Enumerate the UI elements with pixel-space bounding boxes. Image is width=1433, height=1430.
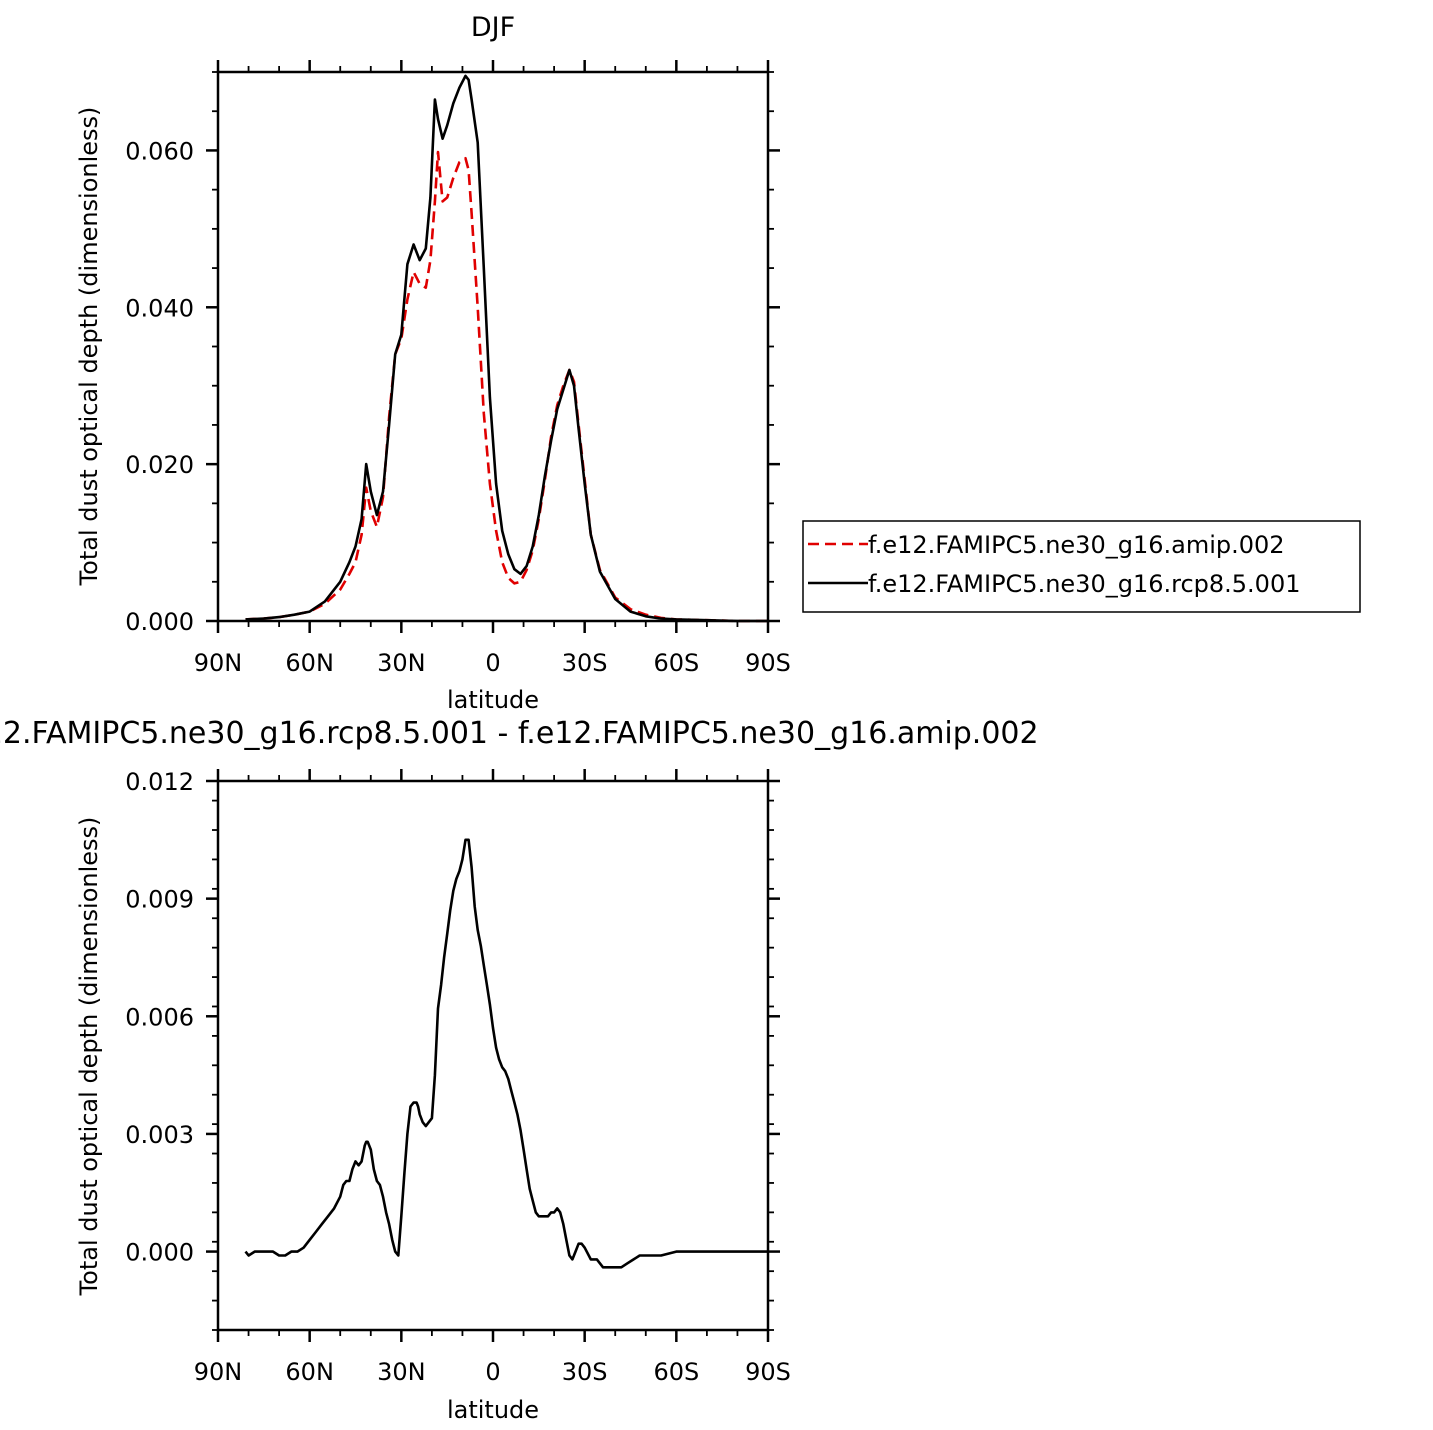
bottom-series-line-0 — [244, 838, 768, 1269]
bottom-panel: f.e12.FAMIPC5.ne30_g16.rcp8.5.001 - f.e1… — [0, 716, 1039, 1424]
x-tick-label: 30N — [377, 1358, 426, 1386]
top-plot-frame — [216, 70, 770, 623]
y-tick-label: 0.009 — [125, 886, 194, 914]
x-tick-label: 60N — [285, 1358, 334, 1386]
top-series-lines — [245, 74, 768, 623]
legend-box — [802, 520, 1361, 613]
top-axis-ticks — [206, 60, 780, 633]
legend-label-amip: f.e12.FAMIPC5.ne30_g16.amip.002 — [868, 531, 1285, 559]
legend-label-rcp: f.e12.FAMIPC5.ne30_g16.rcp8.5.001 — [868, 570, 1301, 598]
top-x-axis-label: latitude — [447, 686, 539, 714]
top-series-line-1 — [245, 74, 768, 623]
y-tick-label: 0.006 — [125, 1003, 194, 1031]
x-tick-label: 30S — [562, 649, 608, 677]
x-tick-label: 0 — [485, 649, 500, 677]
y-tick-label: 0.060 — [125, 137, 194, 165]
y-tick-label: 0.000 — [125, 608, 194, 636]
x-tick-label: 90S — [745, 1358, 791, 1386]
y-tick-label: 0.000 — [125, 1239, 194, 1267]
top-series-line-0 — [245, 150, 768, 623]
bottom-y-axis-label: Total dust optical depth (dimensionless) — [75, 817, 103, 1297]
y-tick-label: 0.003 — [125, 1121, 194, 1149]
bottom-axis-ticks — [206, 769, 780, 1342]
bottom-plot-frame — [216, 779, 770, 1332]
x-tick-label: 90N — [194, 649, 243, 677]
bottom-plot-title: f.e12.FAMIPC5.ne30_g16.rcp8.5.001 - f.e1… — [0, 716, 1039, 751]
x-tick-label: 0 — [485, 1358, 500, 1386]
y-tick-label: 0.040 — [125, 294, 194, 322]
x-tick-label: 60N — [285, 649, 334, 677]
x-tick-label: 30N — [377, 649, 426, 677]
top-tick-labels: 90N 60N 30N 0 30S 60S 90S 0.000 0.020 0.040 0.060 — [125, 137, 791, 677]
x-tick-label: 90N — [194, 1358, 243, 1386]
top-y-axis-label: Total dust optical depth (dimensionless) — [75, 107, 103, 587]
legend: f.e12.FAMIPC5.ne30_g16.amip.002 f.e12.FA… — [802, 520, 1361, 613]
top-panel: DJF Total dust optical depth (dimensionl… — [75, 12, 791, 714]
x-tick-label: 60S — [653, 649, 699, 677]
x-tick-label: 90S — [745, 649, 791, 677]
x-tick-label: 60S — [653, 1358, 699, 1386]
bottom-series-lines — [244, 838, 768, 1269]
top-plot-title: DJF — [471, 12, 515, 43]
bottom-x-axis-label: latitude — [447, 1396, 539, 1424]
x-tick-label: 30S — [562, 1358, 608, 1386]
bottom-tick-labels: 90N 60N 30N 0 30S 60S 90S 0.000 0.003 0.006 0.009 0… — [125, 768, 791, 1386]
y-tick-label: 0.012 — [125, 768, 194, 796]
y-tick-label: 0.020 — [125, 451, 194, 479]
